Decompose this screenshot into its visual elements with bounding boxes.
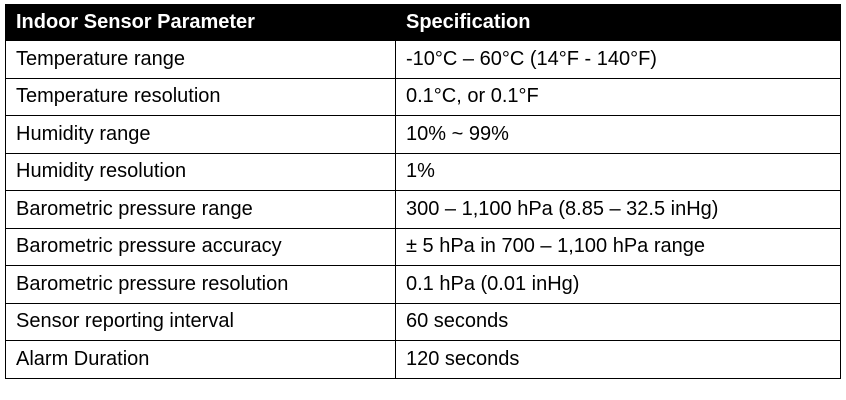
spec-cell: 1% bbox=[395, 152, 841, 191]
spec-table: Indoor Sensor Parameter Specification Te… bbox=[5, 4, 841, 379]
parameter-cell: Barometric pressure accuracy bbox=[5, 227, 396, 266]
table-row: Alarm Duration 120 seconds bbox=[5, 340, 841, 379]
table-row: Humidity resolution 1% bbox=[5, 152, 841, 191]
table-row: Temperature range -10°C – 60°C (14°F - 14… bbox=[5, 40, 841, 79]
parameter-cell: Humidity resolution bbox=[5, 152, 396, 191]
parameter-cell: Barometric pressure resolution bbox=[5, 265, 396, 304]
spec-cell: ± 5 hPa in 700 – 1,100 hPa range bbox=[395, 227, 841, 266]
parameter-cell: Temperature resolution bbox=[5, 77, 396, 116]
header-cell: Indoor Sensor Parameter bbox=[5, 4, 396, 41]
spec-cell: 0.1 hPa (0.01 inHg) bbox=[395, 265, 841, 304]
table-row: Barometric pressure range 300 – 1,100 hPa… bbox=[5, 190, 841, 229]
parameter-cell: Sensor reporting interval bbox=[5, 302, 396, 341]
spec-cell: 120 seconds bbox=[395, 340, 841, 379]
table-row: Humidity range 10% ~ 99% bbox=[5, 115, 841, 154]
parameter-cell: Alarm Duration bbox=[5, 340, 396, 379]
spec-cell: -10°C – 60°C (14°F - 140°F) bbox=[395, 40, 841, 79]
table-row: Sensor reporting interval 60 seconds bbox=[5, 302, 841, 341]
table-row: Barometric pressure resolution 0.1 hPa (0… bbox=[5, 265, 841, 304]
header-row: Indoor Sensor Parameter Specification bbox=[5, 4, 841, 41]
parameter-cell: Barometric pressure range bbox=[5, 190, 396, 229]
spec-cell: 60 seconds bbox=[395, 302, 841, 341]
parameter-cell: Temperature range bbox=[5, 40, 396, 79]
table-row: Temperature resolution 0.1°C, or 0.1°F bbox=[5, 77, 841, 116]
table-row: Barometric pressure accuracy ± 5 hPa in 7… bbox=[5, 227, 841, 266]
spec-cell: 300 – 1,100 hPa (8.85 – 32.5 inHg) bbox=[395, 190, 841, 229]
spec-cell: 10% ~ 99% bbox=[395, 115, 841, 154]
parameter-cell: Humidity range bbox=[5, 115, 396, 154]
spec-cell: 0.1°C, or 0.1°F bbox=[395, 77, 841, 116]
header-cell: Specification bbox=[395, 4, 841, 41]
